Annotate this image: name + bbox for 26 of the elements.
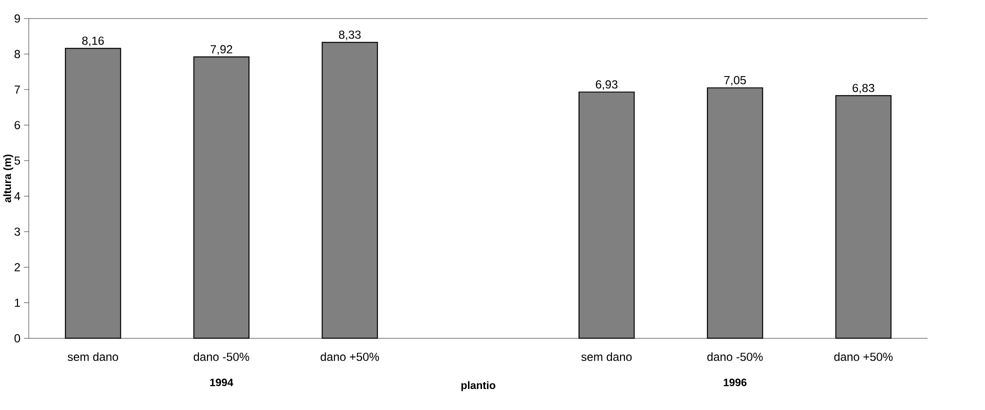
y-tick-label: 2 [14, 262, 20, 272]
x-axis-title: plantio [461, 381, 496, 391]
x-tick-label: dano -50% [194, 352, 250, 361]
y-tick-label: 4 [14, 192, 20, 200]
x-tick-label: dano -50% [707, 352, 763, 361]
data-label: 7,92 [210, 44, 232, 55]
x-tick-label: sem dano [581, 352, 632, 361]
y-tick-label: 3 [14, 227, 20, 236]
text: 1996 [724, 378, 747, 386]
data-label: 8,33 [338, 30, 361, 40]
data-label: 6,83 [852, 84, 874, 94]
data-label: 6,93 [596, 80, 618, 90]
y-tick-label: 6 [14, 120, 20, 130]
data-label: 8,16 [82, 36, 104, 46]
y-tick-label: 7 [14, 85, 20, 94]
y-tick-label: 1 [14, 298, 20, 307]
y-tick-label: 9 [14, 14, 20, 22]
y-tick-label: 8 [14, 50, 20, 58]
x-tick-label: sem dano [68, 352, 118, 361]
y-tick-label: 0 [14, 334, 20, 342]
y-axis-title: altura (m) [3, 154, 14, 202]
x-tick-label: dano +50% [320, 352, 380, 361]
text: 1994 [210, 378, 234, 386]
x-tick-label: dano +50% [834, 352, 893, 361]
data-label: 7,05 [724, 76, 746, 86]
y-tick-label: 5 [14, 156, 20, 164]
